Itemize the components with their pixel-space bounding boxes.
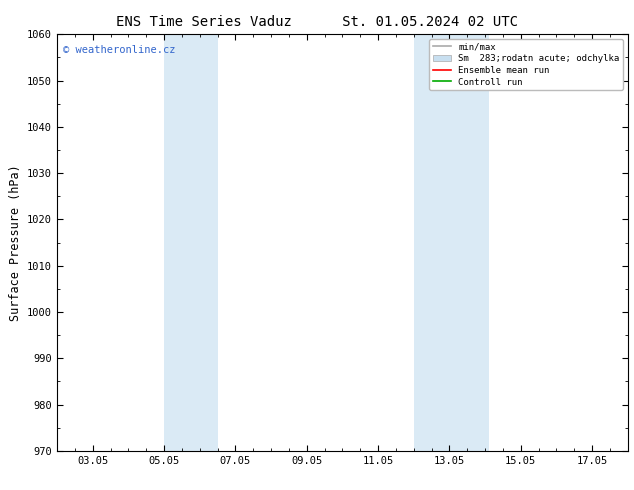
Legend: min/max, Sm  283;rodatn acute; odchylka, Ensemble mean run, Controll run: min/max, Sm 283;rodatn acute; odchylka, … (429, 39, 623, 90)
Y-axis label: Surface Pressure (hPa): Surface Pressure (hPa) (9, 164, 22, 321)
Text: ENS Time Series Vaduz      St. 01.05.2024 02 UTC: ENS Time Series Vaduz St. 01.05.2024 02 … (116, 15, 518, 29)
Bar (413, 34, 489, 451)
Text: © weatheronline.cz: © weatheronline.cz (63, 45, 175, 55)
Bar (164, 34, 217, 451)
